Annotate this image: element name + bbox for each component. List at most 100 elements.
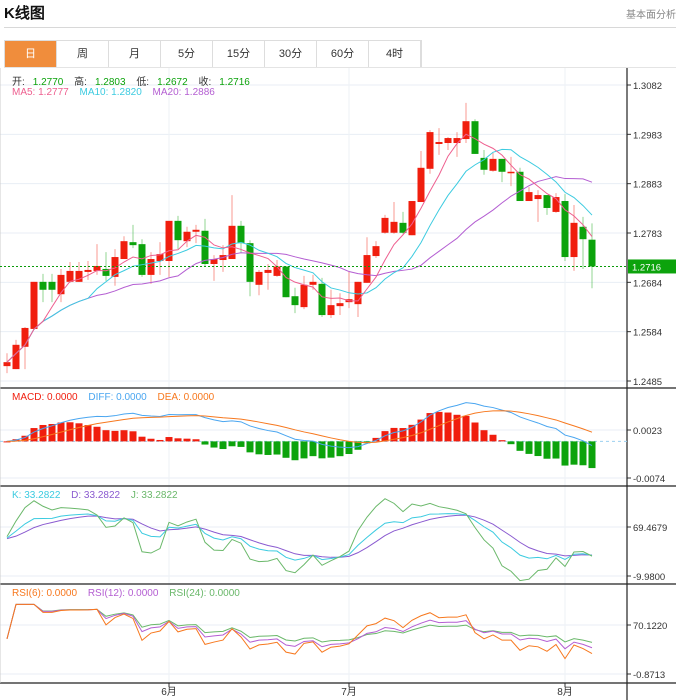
close-value: 1.2716: [219, 77, 250, 88]
open-value: 1.2770: [32, 77, 64, 88]
macd-bar: [3, 441, 11, 443]
candle-body: [435, 142, 443, 145]
tab-60min[interactable]: 60分: [317, 41, 369, 68]
d-value: D: 33.2822: [71, 490, 121, 501]
macd-bar: [201, 441, 209, 445]
macd-bar: [543, 441, 551, 459]
tab-5min[interactable]: 5分: [161, 41, 213, 68]
candle-body: [417, 167, 425, 203]
candle: [435, 128, 443, 155]
macd-bar: [210, 441, 218, 448]
macd-bar: [129, 431, 137, 442]
candle-body: [561, 201, 569, 258]
macd-bar: [111, 430, 119, 442]
candle: [498, 158, 506, 183]
macd-bar: [219, 441, 227, 450]
candle-body: [408, 201, 416, 236]
candle: [363, 237, 371, 283]
candle-body: [309, 281, 317, 285]
kdj-j-line: [6, 498, 593, 582]
candle: [228, 195, 236, 260]
tab-15min[interactable]: 15分: [213, 41, 265, 68]
candle-body: [534, 195, 542, 200]
candle-body: [192, 229, 200, 232]
candle: [12, 339, 20, 370]
page-title: K线图: [4, 5, 45, 22]
price-tick-label: 1.3082: [633, 81, 662, 92]
tab-4hour[interactable]: 4时: [369, 41, 421, 68]
macd-bar: [66, 422, 74, 442]
candle-body: [66, 270, 74, 282]
candle-body: [525, 192, 533, 202]
candle: [588, 223, 596, 289]
macd-bar: [408, 424, 416, 442]
macd-bar: [516, 441, 524, 451]
macd-bar: [462, 415, 470, 442]
candle-body: [471, 121, 479, 154]
dea-value: DEA: 0.0000: [157, 392, 215, 403]
candle: [489, 152, 497, 172]
macd-bar: [21, 435, 29, 442]
macd-tick-label: -0.0074: [633, 474, 665, 485]
macd-bar: [372, 437, 380, 442]
candle-body: [336, 303, 344, 307]
macd-bar: [471, 422, 479, 442]
tab-month[interactable]: 月: [109, 41, 161, 68]
kdj-k-line: [6, 513, 593, 561]
macd-bar: [120, 430, 128, 442]
macd-value: MACD: 0.0000: [12, 392, 78, 403]
candle: [48, 273, 56, 303]
candle-body: [372, 246, 380, 257]
candle-body: [462, 121, 470, 140]
period-tabs: 日 周 月 5分 15分 30分 60分 4时: [4, 40, 422, 68]
candle-body: [507, 171, 515, 174]
macd-bar: [435, 411, 443, 442]
macd-bar: [588, 441, 596, 469]
candle: [390, 202, 398, 234]
candle: [543, 195, 551, 215]
macd-bar: [570, 441, 578, 465]
tab-day[interactable]: 日: [5, 41, 57, 68]
macd-bar: [93, 426, 101, 442]
candle-body: [381, 217, 389, 233]
price-tick-label: 1.2883: [633, 180, 662, 191]
candle-body: [390, 221, 398, 233]
candle-body: [156, 254, 164, 262]
ma10-line: [6, 148, 593, 363]
candle: [255, 269, 263, 296]
macd-bar: [498, 440, 506, 442]
tab-week[interactable]: 周: [57, 41, 109, 68]
tab-30min[interactable]: 30分: [265, 41, 317, 68]
candle: [282, 266, 290, 298]
candle: [138, 239, 146, 277]
candle-body: [201, 230, 209, 264]
candle: [84, 261, 92, 280]
candle: [318, 277, 326, 318]
candle-body: [516, 171, 524, 202]
rsi24-value: RSI(24): 0.0000: [169, 588, 240, 599]
candle-body: [543, 195, 551, 208]
candle: [345, 271, 353, 309]
macd-bar: [336, 441, 344, 457]
fundamental-analysis-link[interactable]: 基本面分析: [626, 10, 676, 21]
candle-body: [300, 284, 308, 308]
candle-body: [426, 132, 434, 169]
candle: [552, 193, 560, 213]
candle-body: [318, 283, 326, 316]
candle-body: [453, 138, 461, 144]
macd-bar: [183, 438, 191, 442]
candle: [183, 226, 191, 248]
current-price-tag: [628, 259, 676, 274]
candle: [246, 240, 254, 297]
candle: [426, 130, 434, 174]
candle: [327, 289, 335, 319]
month-label: 7月: [341, 686, 357, 698]
candle: [165, 220, 173, 277]
candle: [408, 201, 416, 236]
macd-bar: [39, 424, 47, 442]
candle: [57, 268, 65, 303]
candle: [300, 275, 308, 310]
macd-bar: [48, 424, 56, 442]
candle-body: [264, 269, 272, 273]
